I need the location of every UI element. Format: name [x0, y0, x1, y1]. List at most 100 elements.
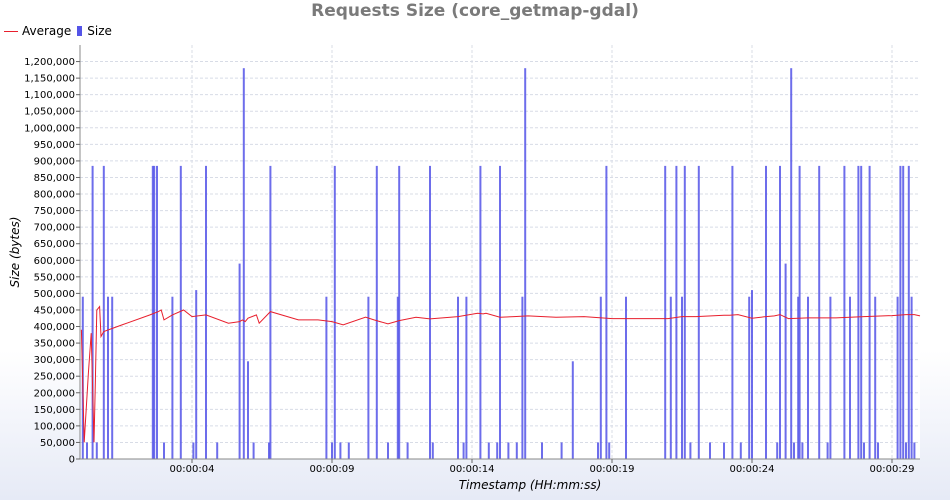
size-bar: [843, 165, 846, 459]
legend: Average Size: [4, 24, 118, 38]
size-bar: [431, 442, 434, 459]
legend-swatch-size: [77, 26, 83, 36]
legend-entry-average: Average: [4, 24, 71, 38]
size-bar: [396, 296, 399, 459]
y-tick-label: 450,000: [34, 305, 75, 316]
x-tick-label: 00:00:14: [450, 464, 495, 475]
size-bar: [913, 442, 916, 459]
y-tick-label: 250,000: [34, 372, 75, 383]
size-bar: [216, 442, 219, 459]
size-bar: [387, 442, 389, 459]
y-tick-label: 200,000: [34, 388, 75, 399]
size-bar: [102, 165, 105, 459]
y-tick-label: 1,000,000: [24, 123, 75, 134]
size-bar: [325, 296, 328, 459]
size-bar: [798, 165, 801, 459]
x-tick-label: 00:00:09: [310, 464, 355, 475]
size-bar: [683, 165, 686, 459]
size-bar: [765, 165, 767, 459]
size-bar: [807, 296, 809, 459]
size-bar: [151, 165, 154, 459]
y-tick-label: 1,200,000: [24, 57, 75, 68]
x-tick-label: 00:00:04: [170, 464, 215, 475]
y-tick-label: 150,000: [34, 405, 75, 416]
size-bar: [406, 442, 409, 459]
size-bar: [560, 442, 563, 459]
average-line: [80, 305, 921, 443]
size-bar: [797, 296, 800, 459]
size-bar: [697, 165, 700, 459]
x-axis-ticks: 00:00:04 00:00:09 00:00:14 00:00:19 00:00:24…: [170, 459, 915, 475]
size-bar: [868, 165, 871, 459]
legend-entry-size: Size: [77, 24, 112, 38]
size-bar: [899, 165, 902, 459]
size-bar: [910, 296, 913, 459]
size-bar: [269, 165, 272, 459]
size-bar: [153, 165, 156, 459]
size-bar: [496, 442, 499, 459]
size-bar: [739, 442, 742, 459]
y-tick-label: 50,000: [40, 438, 75, 449]
x-tick-label: 00:00:19: [590, 464, 635, 475]
size-bar: [179, 165, 182, 459]
size-bar: [479, 165, 482, 459]
average-series-line: [80, 305, 921, 443]
y-tick-label: 1,050,000: [24, 107, 75, 118]
y-tick-label: 750,000: [34, 206, 75, 217]
size-bar: [874, 296, 877, 459]
size-bar: [398, 165, 401, 459]
size-bar: [896, 296, 899, 459]
y-tick-label: 1,100,000: [24, 90, 75, 101]
size-bar: [465, 296, 468, 459]
y-tick-label: 550,000: [34, 272, 75, 283]
size-bar: [748, 296, 751, 459]
size-bar: [751, 290, 753, 459]
size-bar: [524, 68, 527, 460]
axes: [79, 45, 920, 460]
size-bar: [675, 165, 678, 459]
x-axis-title: Timestamp (HH:mm:ss): [459, 478, 602, 492]
size-bar: [487, 442, 490, 459]
size-bar: [818, 165, 821, 459]
size-bar: [776, 442, 779, 459]
size-bar: [515, 442, 518, 459]
size-bar: [242, 68, 245, 460]
size-bar: [784, 263, 787, 459]
size-bar: [268, 442, 270, 459]
y-tick-label: 400,000: [34, 322, 75, 333]
y-axis-title: Size (bytes): [8, 217, 22, 288]
legend-label-size: Size: [87, 24, 112, 38]
y-tick-label: 650,000: [34, 239, 75, 250]
size-bar: [238, 263, 241, 459]
size-bar: [857, 165, 860, 459]
size-bar: [625, 296, 627, 459]
size-bar: [521, 296, 524, 459]
size-bar: [790, 68, 793, 460]
size-bar: [499, 165, 501, 459]
size-bar: [597, 442, 599, 459]
size-bar: [860, 165, 863, 459]
size-bar: [599, 296, 602, 459]
size-bar: [192, 442, 195, 459]
size-bar: [664, 165, 667, 459]
size-bar: [801, 442, 804, 459]
size-bar: [905, 442, 907, 459]
size-bar: [507, 442, 510, 459]
legend-label-average: Average: [22, 24, 72, 38]
legend-swatch-average: [4, 30, 18, 32]
size-bar: [849, 296, 851, 459]
y-tick-label: 0: [69, 455, 75, 466]
y-tick-label: 900,000: [34, 156, 75, 167]
y-tick-label: 1,150,000: [24, 74, 75, 85]
y-tick-label: 700,000: [34, 223, 75, 234]
x-tick-label: 00:00:24: [730, 464, 775, 475]
size-bar: [829, 296, 832, 459]
size-bar: [462, 442, 465, 459]
size-bar: [247, 361, 249, 459]
y-tick-label: 800,000: [34, 190, 75, 201]
size-bar: [863, 442, 865, 459]
size-bar: [723, 442, 725, 459]
x-tick-label: 00:00:29: [870, 464, 915, 475]
y-axis-ticks: 0 50,000 100,000 150,000 200,000 250,000 300,0…: [24, 57, 80, 466]
